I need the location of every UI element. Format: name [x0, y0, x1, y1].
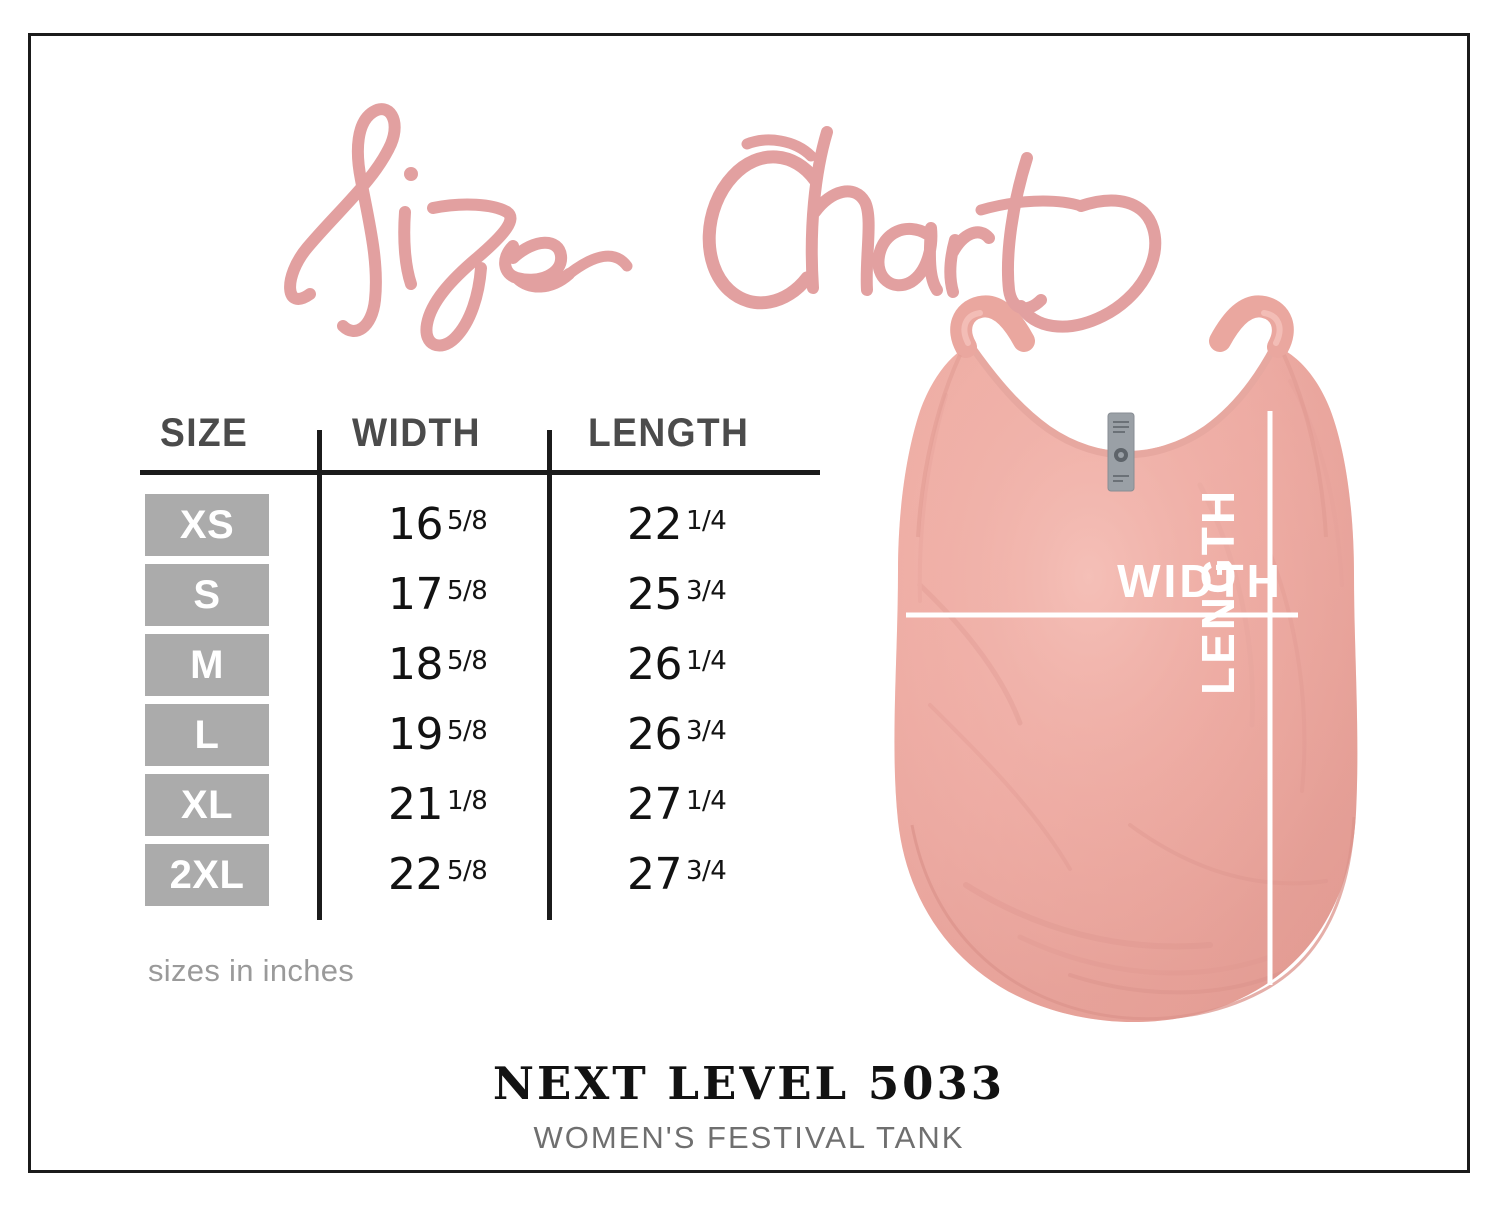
width-whole: 17 — [388, 569, 444, 620]
width-whole: 21 — [388, 779, 444, 830]
fabric-folds — [917, 379, 1344, 995]
length-whole: 26 — [627, 709, 683, 760]
length-fraction: 1/4 — [686, 645, 727, 676]
length-fraction: 1/4 — [686, 785, 727, 816]
length-whole: 27 — [627, 849, 683, 900]
length-whole: 25 — [627, 569, 683, 620]
width-fraction: 5/8 — [447, 505, 488, 536]
size-badge: L — [145, 704, 269, 766]
length-value: 27 3/4 — [627, 846, 727, 904]
hem-stitch — [910, 816, 1356, 1021]
size-table: SIZE WIDTH LENGTH XS 16 5/8 22 1/4 S 17 5/8… — [140, 408, 820, 988]
table-row: L 19 5/8 26 3/4 — [140, 700, 820, 770]
length-value: 27 1/4 — [627, 776, 727, 834]
width-fraction: 1/8 — [447, 785, 488, 816]
length-fraction: 1/4 — [686, 505, 727, 536]
tank-body — [894, 347, 1358, 1023]
length-overlay-label: LENGTH — [1192, 488, 1244, 695]
width-value: 17 5/8 — [388, 566, 488, 624]
width-value: 16 5/8 — [388, 496, 488, 554]
length-value: 26 1/4 — [627, 636, 727, 694]
product-name: NEXT LEVEL 5033 — [492, 1057, 1006, 1110]
length-fraction: 3/4 — [686, 855, 727, 886]
product-subtitle: WOMEN'S FESTIVAL TANK — [533, 1120, 965, 1155]
length-value: 26 3/4 — [627, 706, 727, 764]
length-value: 25 3/4 — [627, 566, 727, 624]
width-value: 18 5/8 — [388, 636, 488, 694]
width-value: 21 1/8 — [388, 776, 488, 834]
column-header-width: WIDTH — [352, 411, 481, 455]
shoulder-straps — [950, 295, 1294, 358]
table-row: 2XL 22 5/8 27 3/4 — [140, 840, 820, 910]
width-whole: 22 — [388, 849, 444, 900]
column-divider-2 — [547, 430, 552, 920]
width-whole: 18 — [388, 639, 444, 690]
table-row: M 18 5/8 26 1/4 — [140, 630, 820, 700]
length-whole: 22 — [627, 499, 683, 550]
size-badge: M — [145, 634, 269, 696]
width-fraction: 5/8 — [447, 855, 488, 886]
width-fraction: 5/8 — [447, 715, 488, 746]
size-badge: 2XL — [145, 844, 269, 906]
tank-top-illustration: WIDTH LENGTH — [770, 285, 1470, 1075]
length-fraction: 3/4 — [686, 715, 727, 746]
armhole-seams — [916, 354, 1328, 538]
column-divider-1 — [317, 430, 322, 920]
width-value: 19 5/8 — [388, 706, 488, 764]
width-whole: 19 — [388, 709, 444, 760]
table-row: XL 21 1/8 27 1/4 — [140, 770, 820, 840]
table-row: S 17 5/8 25 3/4 — [140, 560, 820, 630]
units-note: sizes in inches — [148, 953, 355, 988]
size-badge: XL — [145, 774, 269, 836]
width-overlay-label: WIDTH — [1117, 555, 1283, 607]
width-whole: 16 — [388, 499, 444, 550]
measurement-overlay: WIDTH LENGTH — [906, 411, 1298, 985]
length-value: 22 1/4 — [627, 496, 727, 554]
table-row: XS 16 5/8 22 1/4 — [140, 490, 820, 560]
length-fraction: 3/4 — [686, 575, 727, 606]
width-value: 22 5/8 — [388, 846, 488, 904]
width-fraction: 5/8 — [447, 645, 488, 676]
size-badge: XS — [145, 494, 269, 556]
neck-brand-tag — [1107, 412, 1135, 492]
size-badge: S — [145, 564, 269, 626]
length-whole: 27 — [627, 779, 683, 830]
column-header-size: SIZE — [160, 411, 249, 455]
length-whole: 26 — [627, 639, 683, 690]
header-rule — [140, 470, 820, 475]
column-header-length: LENGTH — [588, 411, 750, 455]
footer: NEXT LEVEL 5033 WOMEN'S FESTIVAL TANK — [28, 1055, 1470, 1159]
width-fraction: 5/8 — [447, 575, 488, 606]
table-header-row: SIZE WIDTH LENGTH — [140, 408, 820, 466]
